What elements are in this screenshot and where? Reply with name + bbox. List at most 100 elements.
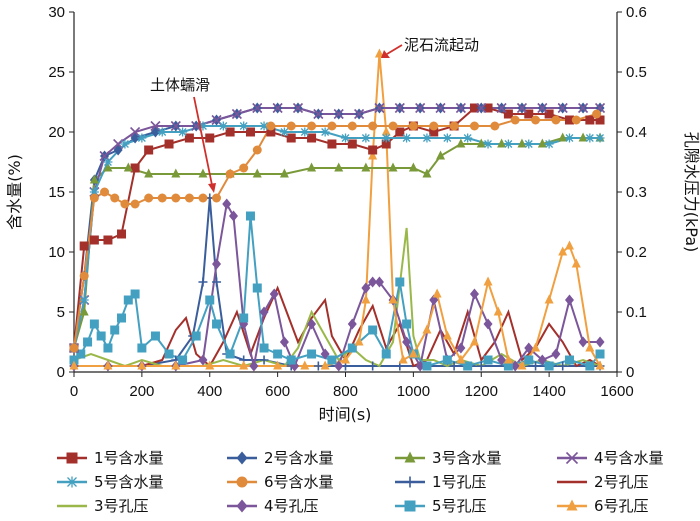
data-point-marker [103,162,113,172]
data-point-marker [361,282,371,294]
annotation-creep-arrow [193,96,213,186]
legend-item: 2号孔压 [557,473,649,491]
data-point-marker [252,145,262,155]
y-right-axis-title: 孔隙水压力(kPa) [682,132,700,253]
y-left-tick-label: 20 [48,124,65,141]
data-point-marker [225,349,235,359]
data-point-marker [381,139,391,149]
legend-item: 1号孔压 [395,473,487,491]
data-point-marker [503,354,513,364]
data-point-marker [236,451,248,465]
data-point-marker [422,133,432,143]
data-point-marker [137,360,147,370]
data-point-marker [551,348,561,360]
data-point-marker [266,127,276,137]
data-point-marker [564,115,574,125]
data-point-marker [510,115,520,125]
data-point-marker [565,451,579,465]
data-point-marker [374,102,385,114]
annotation-debris-arrow [386,44,403,55]
data-point-marker [476,138,486,148]
data-point-marker [110,193,120,203]
data-point-marker [483,139,493,149]
data-point-marker [334,162,344,172]
legend-item: 2号含水量 [227,449,334,467]
data-point-marker [239,163,249,173]
data-point-marker [585,133,595,143]
legend-label: 5号孔压 [432,497,487,515]
data-point-marker [130,289,140,299]
data-point-marker [469,103,479,113]
data-point-marker [239,121,249,131]
data-point-marker [79,295,89,305]
data-point-marker [307,318,317,330]
annotation-debris-flow: 泥石流起动 [404,36,479,54]
data-point-marker [585,342,595,352]
data-point-marker [347,343,357,353]
data-point-marker [469,336,479,346]
data-point-marker [79,306,89,316]
data-point-marker [245,127,255,137]
data-point-marker [544,139,554,149]
y-right-tick-label: 0.4 [626,124,647,141]
legend-item: 5号含水量 [57,473,164,491]
data-point-marker [236,476,248,488]
data-point-marker [415,102,426,114]
x-tick-label: 1600 [600,383,633,400]
data-point-marker [225,169,235,179]
data-point-marker [320,360,330,370]
data-point-marker [463,361,473,371]
data-point-marker [537,138,547,148]
data-point-marker [171,168,181,178]
data-point-marker [69,343,79,353]
data-point-marker [259,306,269,318]
data-point-marker [388,294,398,304]
data-point-marker [273,349,283,359]
data-point-marker [469,121,479,131]
x-tick-label: 200 [129,383,154,400]
data-point-marker [497,138,507,148]
data-point-marker [381,126,391,136]
data-point-marker [516,102,528,114]
series-line-5 [73,125,600,349]
data-point-marker [103,235,113,245]
data-point-marker [249,360,259,372]
data-point-marker [144,168,154,178]
legend-label: 2号含水量 [264,449,334,467]
data-point-marker [493,306,503,316]
data-point-marker [531,342,541,352]
y-left-tick-label: 30 [48,4,65,21]
data-point-marker [212,319,222,329]
data-point-marker [205,360,215,370]
data-point-marker [252,168,262,178]
data-point-marker [531,361,541,371]
data-point-marker [436,150,446,160]
data-point-marker [117,313,127,323]
data-point-marker [89,193,99,203]
data-point-marker [89,187,99,197]
legend-label: 4号含水量 [594,449,664,467]
data-point-marker [347,139,357,149]
data-point-marker [524,109,534,119]
data-point-marker [266,121,276,131]
legend-label: 3号含水量 [432,449,502,467]
data-point-marker [259,343,269,353]
data-point-marker [307,162,317,172]
data-point-marker [408,162,418,172]
data-point-marker [571,115,581,125]
data-point-marker [272,102,283,114]
x-tick-label: 1200 [465,383,498,400]
data-point-marker [307,121,317,131]
annotation-creep: 土体蠕滑 [150,76,210,94]
y-right-tick-label: 0.3 [626,184,647,201]
data-point-marker [137,133,147,143]
data-point-marker [103,343,113,353]
legend-label: 6号含水量 [264,473,334,491]
data-point-marker [566,499,578,511]
data-point-marker [442,355,452,365]
data-point-marker [422,324,432,334]
data-point-marker [395,127,405,137]
data-point-marker [212,277,222,287]
data-point-marker [432,288,442,298]
data-point-marker [198,168,208,178]
